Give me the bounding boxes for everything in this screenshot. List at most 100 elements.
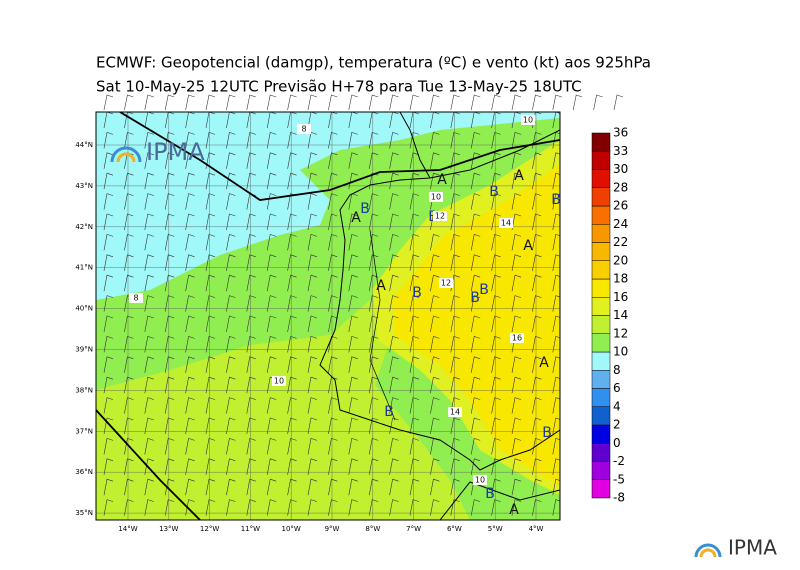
- wind-barb: [470, 193, 481, 210]
- contour-label: 8: [301, 125, 306, 134]
- wind-barb: [409, 458, 420, 475]
- colorbar-label: 6: [613, 381, 621, 395]
- wind-barb: [368, 376, 379, 394]
- wind-barb: [226, 152, 236, 169]
- lat-label: 42°N: [75, 223, 93, 231]
- wind-barb: [368, 152, 379, 169]
- wind-barb: [430, 397, 440, 414]
- wind-barb: [205, 152, 216, 169]
- contour-label: 8: [133, 294, 138, 303]
- label-box: [129, 293, 143, 303]
- colorbar-label: 2: [613, 418, 621, 432]
- wind-barb: [348, 315, 358, 333]
- wind-barb: [328, 172, 338, 190]
- wind-barb: [450, 193, 460, 210]
- wind-barb: [226, 315, 236, 333]
- wind-barb: [226, 478, 236, 496]
- wind-barb: [124, 213, 134, 231]
- wind-barb: [409, 213, 420, 231]
- wind-barb: [532, 336, 542, 353]
- wind-barb: [430, 254, 440, 271]
- wind-barb: [430, 458, 440, 475]
- wind-barb: [103, 397, 114, 414]
- wind-barb: [144, 152, 154, 169]
- wind-barb: [164, 172, 175, 190]
- wind-barb: [389, 376, 399, 394]
- wind-barb: [430, 172, 440, 190]
- wind-barb: [124, 172, 134, 190]
- wind-barb: [103, 499, 114, 516]
- colorbar-cell: [591, 260, 611, 280]
- wind-barb: [450, 132, 460, 149]
- colorbar-cell: [591, 479, 611, 499]
- wind-barb: [409, 112, 420, 129]
- wind-barb: [389, 132, 399, 149]
- wind-barb: [511, 193, 522, 210]
- wind-barb: [430, 295, 440, 312]
- wind-barb: [246, 458, 256, 475]
- wind-barb: [450, 499, 460, 516]
- wind-barb: [246, 499, 256, 516]
- wind-barb: [491, 132, 501, 149]
- colorbar-cell: [591, 461, 611, 480]
- wind-barb: [368, 193, 379, 210]
- colorbar-label: 36: [613, 126, 628, 140]
- wind-barb: [491, 356, 501, 373]
- lon-label: 9°W: [325, 525, 340, 533]
- wind-barb: [287, 132, 297, 149]
- colorbar-cell: [591, 224, 611, 243]
- wind-barb: [348, 438, 358, 455]
- wind-barb: [287, 152, 297, 169]
- wind-barb: [532, 254, 542, 271]
- contour-label: 14: [450, 408, 460, 417]
- wind-barb: [450, 336, 460, 353]
- wind-barb: [205, 172, 216, 190]
- wind-barb: [307, 172, 318, 190]
- wind-barb: [368, 295, 379, 312]
- wind-barb: [144, 112, 154, 129]
- wind-barb: [491, 234, 501, 251]
- lat-label: 37°N: [75, 427, 93, 435]
- wind-barb: [409, 295, 420, 312]
- wind-barb: [164, 234, 175, 251]
- wind-barb: [124, 397, 134, 414]
- wind-barb: [328, 458, 338, 475]
- wind-barb: [144, 295, 154, 312]
- wind-barb: [532, 478, 542, 496]
- wind-barb: [246, 295, 256, 312]
- wind-barb: [409, 438, 420, 455]
- wind-barb: [205, 397, 216, 414]
- wind-barb: [144, 376, 154, 394]
- wind-barb: [348, 376, 358, 394]
- wind-barb: [389, 254, 399, 271]
- wind-barb: [491, 336, 501, 353]
- wind-barb: [409, 376, 420, 394]
- wind-barb: [266, 499, 277, 516]
- wind-barb: [491, 193, 501, 210]
- wind-barb: [368, 172, 379, 190]
- lat-label: 36°N: [75, 468, 93, 476]
- wind-barb: [430, 417, 440, 435]
- wind-barb: [532, 152, 542, 169]
- wind-barb: [164, 193, 175, 210]
- wind-barb: [389, 458, 399, 475]
- wind-barb: [532, 356, 542, 373]
- wind-barb: [103, 478, 114, 496]
- wind-barb: [185, 336, 195, 353]
- wind-barb: [491, 417, 501, 435]
- wind-barb: [144, 234, 154, 251]
- wind-barb: [307, 234, 318, 251]
- wind-barb: [328, 376, 338, 394]
- wind-barb: [164, 274, 175, 292]
- wind-barb: [470, 152, 481, 169]
- contour-label: 10: [431, 193, 441, 202]
- wind-barb: [205, 376, 216, 394]
- wind-barb: [266, 152, 277, 169]
- label-box: [521, 115, 535, 125]
- wind-barb: [185, 254, 195, 271]
- wind-barb: [205, 132, 216, 149]
- wind-barb: [511, 417, 522, 435]
- label-box: [433, 211, 447, 221]
- wind-barb: [511, 499, 522, 516]
- wind-barb: [368, 397, 379, 414]
